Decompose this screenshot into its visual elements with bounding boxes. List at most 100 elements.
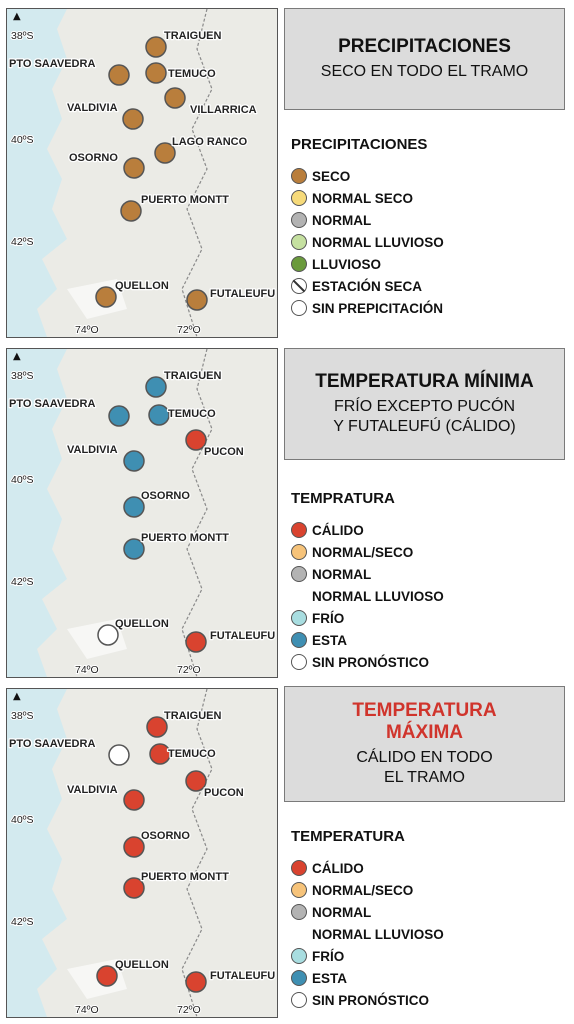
legend-label: NORMAL LLUVIOSO [312, 926, 444, 942]
title-box: TEMPERATURA MÁXIMA CÁLIDO EN TODO EL TRA… [284, 686, 565, 802]
station-marker [185, 631, 207, 653]
station-label: PTO SAAVEDRA [9, 58, 95, 70]
station-label: TRAIGUEN [164, 710, 222, 722]
station-marker [123, 157, 145, 179]
station-label: PTO SAAVEDRA [9, 398, 95, 410]
lon-label-72: 72ºO [177, 664, 201, 676]
station-label: VALDIVIA [67, 784, 118, 796]
legend-label: FRÍO [312, 948, 345, 964]
map-temperatura-minima: ▲ 38ºS 40ºS 42ºS 74ºO 72ºO TRAIGUEN PTO … [6, 348, 278, 678]
border-line [181, 689, 213, 1017]
panel-subtitle-line-2: Y FUTALEUFÚ (CÁLIDO) [333, 418, 516, 435]
north-arrow: ▲ [13, 11, 21, 22]
station-label: PUERTO MONTT [141, 194, 229, 206]
station-label: VALDIVIA [67, 102, 118, 114]
map-svg: ▲ 38ºS 40ºS 42ºS 74ºO 72ºO TRAIGUEN PTO … [8, 689, 277, 1017]
legend-item: ESTA [291, 629, 444, 651]
land-shape [37, 349, 277, 677]
station-osorno: OSORNO [68, 151, 145, 179]
north-arrow: ▲ [13, 351, 21, 362]
legend-label: NORMAL/SECO [312, 882, 414, 898]
station-traiguen: TRAIGUEN [146, 709, 223, 738]
legend-title: TEMPERATURA [291, 828, 405, 845]
legend-label: ESTA [312, 970, 348, 986]
legend-label: FRÍO [312, 610, 345, 626]
station-label: TEMUCO [168, 68, 216, 80]
legend-swatch [291, 654, 307, 670]
border-line [181, 349, 213, 677]
legend-label: LLUVIOSO [312, 256, 382, 272]
legend-item: NORMAL/SECO [291, 879, 444, 901]
legend-item: NORMAL [291, 209, 444, 231]
station-label: QUELLON [115, 280, 169, 292]
legend-item: SIN PREPICITACIÓN [291, 297, 444, 319]
station-quellon: QUELLON [97, 617, 170, 646]
legend-item: ESTACIÓN SECA [291, 275, 444, 297]
station-puerto-montt: PUERTO MONTT [123, 531, 230, 560]
lon-label-72: 72ºO [177, 324, 201, 336]
panel-precipitaciones: ▲ 38ºS 40ºS 42ºS 74ºO 72ºO TRAIGUEN PTO … [0, 0, 574, 340]
legend-item: CÁLIDO [291, 857, 444, 879]
station-traiguen: TRAIGUEN [145, 29, 223, 58]
station-marker [123, 836, 145, 858]
station-label: TRAIGUEN [164, 370, 222, 382]
station-temuco: TEMUCO [145, 62, 217, 84]
lat-label-42: 42ºS [11, 916, 34, 928]
station-valdivia: VALDIVIA [66, 101, 144, 130]
panel-subtitle-line-2: EL TRAMO [384, 769, 465, 786]
legend-swatch [291, 566, 307, 582]
station-pto-saavedra: PTO SAAVEDRA [8, 397, 130, 427]
lat-label-38: 38ºS [11, 370, 34, 382]
station-marker [185, 429, 207, 451]
panel-title-line-1: TEMPERATURA [352, 700, 497, 721]
station-marker [120, 200, 142, 222]
station-marker [149, 743, 171, 765]
station-puerto-montt: PUERTO MONTT [120, 193, 230, 222]
legend-swatch [291, 860, 307, 876]
station-marker [186, 289, 208, 311]
station-label: OSORNO [141, 490, 190, 502]
station-marker [96, 965, 118, 987]
station-valdivia: VALDIVIA [66, 443, 145, 472]
station-temuco: TEMUCO [148, 404, 217, 426]
station-valdivia: VALDIVIA [66, 783, 145, 811]
station-marker [123, 877, 145, 899]
station-marker [108, 64, 130, 86]
legend-title: PRECIPITACIONES [291, 136, 428, 153]
legend-swatch [291, 904, 307, 920]
north-arrow: ▲ [13, 691, 21, 702]
station-marker [185, 770, 207, 792]
panel-subtitle: SECO EN TODO EL TRAMO [320, 63, 529, 80]
panel-temperatura-maxima: ▲ 38ºS 40ºS 42ºS 74ºO 72ºO TRAIGUEN PTO … [0, 680, 574, 1024]
panel-temperatura-minima: ▲ 38ºS 40ºS 42ºS 74ºO 72ºO TRAIGUEN PTO … [0, 340, 574, 680]
station-label: PUERTO MONTT [141, 532, 229, 544]
legend-label: ESTACIÓN SECA [312, 278, 423, 294]
station-label: PUERTO MONTT [141, 871, 229, 883]
station-futaleufu: FUTALEUFU [185, 629, 276, 653]
legend-item: SECO [291, 165, 444, 187]
panel-subtitle-line-1: CÁLIDO EN TODO [356, 749, 493, 766]
station-traiguen: TRAIGUEN [145, 369, 223, 398]
station-osorno: OSORNO [123, 489, 192, 518]
station-label: PUCON [204, 787, 244, 799]
station-label: TEMUCO [168, 748, 216, 760]
legend-item: CÁLIDO [291, 519, 444, 541]
station-marker [148, 404, 170, 426]
legend-swatch [291, 300, 307, 316]
lat-label-38: 38ºS [11, 710, 34, 722]
station-quellon: QUELLON [95, 279, 170, 308]
legend-item: NORMAL LLUVIOSO [291, 585, 444, 607]
title-box: TEMPERATURA MÍNIMA FRÍO EXCEPTO PUCÓN Y … [284, 348, 565, 460]
station-marker [122, 108, 144, 130]
legend: TEMPERATURA CÁLIDO NORMAL/SECO NORMAL NO… [291, 828, 444, 1011]
legend-label: NORMAL [312, 904, 372, 920]
station-pucon: PUCON [185, 429, 245, 459]
map-svg: ▲ 38ºS 40ºS 42ºS 74ºO 72ºO TRAIGUEN PTO … [8, 349, 277, 677]
legend-swatch [291, 948, 307, 964]
station-villarrica: VILLARRICA [164, 87, 258, 117]
station-temuco: TEMUCO [149, 743, 217, 765]
station-marker [123, 538, 145, 560]
legend-label: NORMAL [312, 212, 372, 228]
station-marker [95, 286, 117, 308]
map-temperatura-maxima: ▲ 38ºS 40ºS 42ºS 74ºO 72ºO TRAIGUEN PTO … [6, 688, 278, 1018]
